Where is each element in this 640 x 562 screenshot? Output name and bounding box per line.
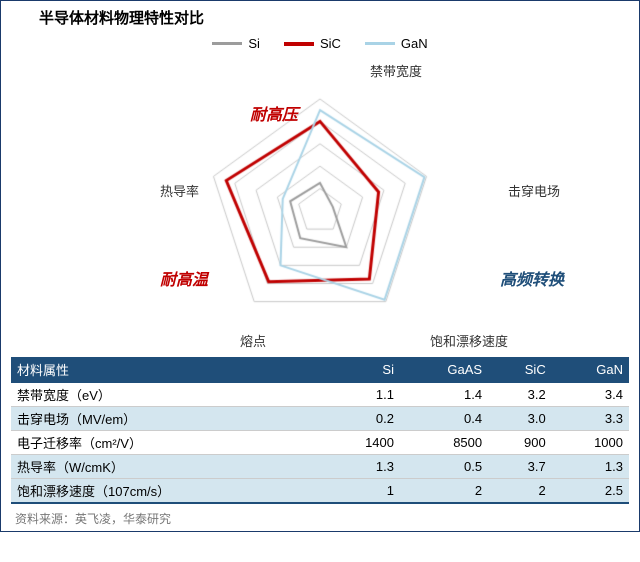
figure-container: 半导体材料物理特性对比 SiSiCGaN 禁带宽度击穿电场饱和漂移速度熔点热导率… (0, 0, 640, 532)
table-cell: 1.3 (552, 455, 629, 479)
table-cell: 1.3 (323, 455, 400, 479)
materials-table: 材料属性SiGaASSiCGaN 禁带宽度（eV）1.11.43.23.4击穿电… (11, 357, 629, 504)
radar-annotation: 高频转换 (500, 266, 564, 290)
table-header-cell: GaAS (400, 357, 488, 383)
table-cell: 3.0 (488, 407, 552, 431)
radar-axis-label: 熔点 (240, 331, 266, 350)
radar-annotation: 耐高温 (160, 266, 208, 290)
radar-axis-label: 击穿电场 (508, 181, 560, 200)
table-header-cell: GaN (552, 357, 629, 383)
chart-title: 半导体材料物理特性对比 (11, 7, 629, 32)
legend-item: Si (212, 36, 260, 51)
legend-swatch (212, 42, 242, 45)
table-cell: 2 (488, 479, 552, 504)
table-row: 饱和漂移速度（107cm/s）1222.5 (11, 479, 629, 504)
table-cell: 饱和漂移速度（107cm/s） (11, 479, 323, 504)
table-cell: 1400 (323, 431, 400, 455)
table-cell: 3.7 (488, 455, 552, 479)
table-cell: 900 (488, 431, 552, 455)
table-cell: 电子迁移率（cm²/V） (11, 431, 323, 455)
table-cell: 禁带宽度（eV） (11, 383, 323, 407)
legend-label: Si (248, 36, 260, 51)
table-header-row: 材料属性SiGaASSiCGaN (11, 357, 629, 383)
table-header-cell: 材料属性 (11, 357, 323, 383)
table-cell: 0.4 (400, 407, 488, 431)
table-cell: 0.2 (323, 407, 400, 431)
legend: Si SiC GaN (11, 36, 629, 51)
legend-label: SiC (320, 36, 341, 51)
table-row: 禁带宽度（eV）1.11.43.23.4 (11, 383, 629, 407)
legend-label: GaN (401, 36, 428, 51)
table-cell: 1.1 (323, 383, 400, 407)
table-header-cell: SiC (488, 357, 552, 383)
table-row: 电子迁移率（cm²/V）140085009001000 (11, 431, 629, 455)
legend-item: GaN (365, 36, 428, 51)
table-cell: 3.3 (552, 407, 629, 431)
table-header-cell: Si (323, 357, 400, 383)
radar-canvas (100, 51, 540, 351)
table-cell: 击穿电场（MV/em） (11, 407, 323, 431)
source-text: 资料来源：英飞凌，华泰研究 (11, 510, 629, 527)
legend-swatch (365, 42, 395, 45)
table-cell: 热导率（W/cmK） (11, 455, 323, 479)
radar-axis-label: 禁带宽度 (370, 61, 422, 80)
table-cell: 1.4 (400, 383, 488, 407)
table-cell: 3.2 (488, 383, 552, 407)
legend-swatch (284, 42, 314, 46)
radar-wrap: 禁带宽度击穿电场饱和漂移速度 熔点 热导率 耐高压耐高温 高频转换 (11, 51, 629, 351)
table-cell: 2.5 (552, 479, 629, 504)
table-row: 热导率（W/cmK）1.30.53.71.3 (11, 455, 629, 479)
radar-axis-label: 饱和漂移速度 (430, 331, 508, 350)
radar-annotation: 耐高压 (250, 101, 298, 125)
table-cell: 0.5 (400, 455, 488, 479)
radar-axis-label: 热导率 (160, 181, 199, 200)
table-body: 禁带宽度（eV）1.11.43.23.4击穿电场（MV/em）0.20.43.0… (11, 383, 629, 504)
table-cell: 8500 (400, 431, 488, 455)
table-cell: 1 (323, 479, 400, 504)
table-cell: 2 (400, 479, 488, 504)
table-cell: 3.4 (552, 383, 629, 407)
legend-item: SiC (284, 36, 341, 51)
table-cell: 1000 (552, 431, 629, 455)
table-row: 击穿电场（MV/em）0.20.43.03.3 (11, 407, 629, 431)
